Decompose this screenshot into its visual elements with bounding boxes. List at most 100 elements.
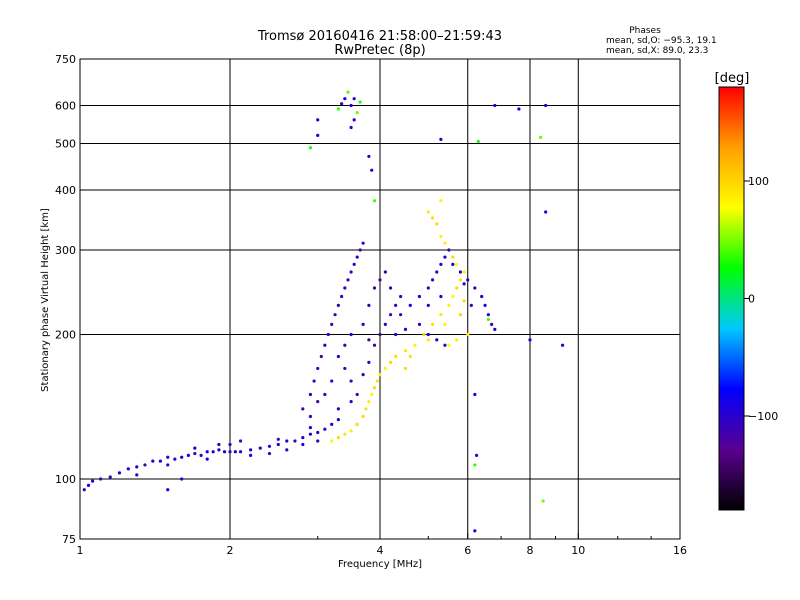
data-point (308, 425, 313, 430)
data-point (462, 270, 466, 274)
data-point (336, 303, 340, 308)
x-tick-label: 6 (464, 544, 471, 557)
data-point (473, 463, 477, 467)
data-point (355, 110, 359, 115)
data-point (370, 168, 374, 172)
data-point (358, 100, 362, 104)
data-point (439, 199, 443, 203)
data-point (455, 286, 459, 290)
data-point (166, 488, 170, 492)
data-point (458, 278, 463, 282)
data-point (443, 343, 447, 347)
data-point (323, 427, 327, 431)
data-point (340, 294, 344, 299)
data-point (312, 379, 316, 383)
y-tick-label: 300 (55, 244, 76, 257)
data-point (383, 366, 387, 371)
data-point (462, 282, 466, 286)
stats-x-line: mean, sd,X: 89.0, 23.3 (606, 46, 708, 56)
data-point (435, 222, 439, 226)
data-point (316, 366, 320, 371)
data-point (135, 465, 139, 469)
data-point (455, 338, 459, 342)
data-point (199, 453, 203, 458)
data-point (426, 332, 430, 337)
data-point (238, 450, 243, 454)
x-tick-label: 1 (77, 544, 84, 557)
data-point (483, 303, 487, 308)
data-point (430, 216, 435, 220)
y-tick-label: 200 (55, 329, 76, 342)
data-point (455, 262, 459, 266)
data-point (361, 241, 365, 245)
data-point (193, 446, 197, 450)
data-point (493, 103, 497, 108)
data-point (375, 379, 379, 383)
data-point (367, 360, 371, 364)
x-axis-title: Frequency [MHz] (338, 559, 422, 570)
data-point (388, 360, 393, 364)
data-point (349, 332, 353, 337)
data-point (367, 303, 371, 308)
data-point (340, 102, 344, 106)
data-point (330, 439, 334, 443)
data-point (372, 343, 377, 347)
data-point (333, 313, 337, 317)
data-point (458, 270, 463, 274)
data-point (249, 448, 253, 452)
data-point (326, 332, 330, 337)
data-point (486, 317, 490, 322)
y-axis-title: Stationary phase Virtual Height [km] (40, 208, 51, 392)
data-point (493, 327, 497, 331)
data-point (217, 442, 221, 447)
data-point (394, 303, 398, 308)
data-point (367, 154, 371, 159)
data-point (316, 399, 320, 404)
colorbar-tick-label: −100 (748, 410, 778, 423)
data-point (458, 313, 463, 317)
data-point (476, 139, 480, 144)
data-point (372, 286, 377, 290)
data-point (528, 338, 532, 342)
stats-o-line: mean, sd,O: −95.3, 19.1 (606, 36, 717, 46)
colorbar-label: [deg] (715, 71, 750, 86)
data-point (355, 255, 359, 259)
y-tick-label: 75 (62, 533, 76, 546)
x-tick-label: 8 (527, 544, 534, 557)
data-point (349, 103, 353, 108)
data-point (233, 450, 237, 454)
data-point (319, 354, 323, 359)
data-point (443, 241, 447, 245)
data-point (544, 103, 548, 108)
y-tick-label: 750 (55, 53, 76, 66)
data-point (447, 303, 451, 308)
data-point (399, 313, 403, 317)
data-point (293, 439, 297, 443)
data-point (352, 262, 356, 266)
x-tick-label: 2 (227, 544, 234, 557)
data-point (352, 118, 356, 122)
data-point (439, 262, 443, 266)
data-point (367, 399, 371, 404)
data-point (143, 463, 147, 467)
data-point (403, 327, 408, 331)
data-point (267, 444, 272, 448)
data-point (166, 455, 170, 459)
data-point (378, 373, 382, 377)
data-point (451, 294, 455, 299)
data-point (343, 343, 347, 347)
data-point (462, 299, 466, 303)
data-point (473, 529, 477, 533)
y-tick-label: 500 (55, 138, 76, 151)
data-point (426, 210, 430, 214)
data-point (408, 354, 412, 359)
data-point (301, 407, 305, 411)
data-point (352, 97, 356, 101)
data-point (364, 407, 368, 411)
y-tick-label: 600 (55, 100, 76, 113)
data-point (349, 270, 353, 274)
data-point (394, 332, 398, 337)
data-point (426, 303, 430, 308)
data-point (517, 107, 521, 111)
data-point (355, 392, 359, 397)
